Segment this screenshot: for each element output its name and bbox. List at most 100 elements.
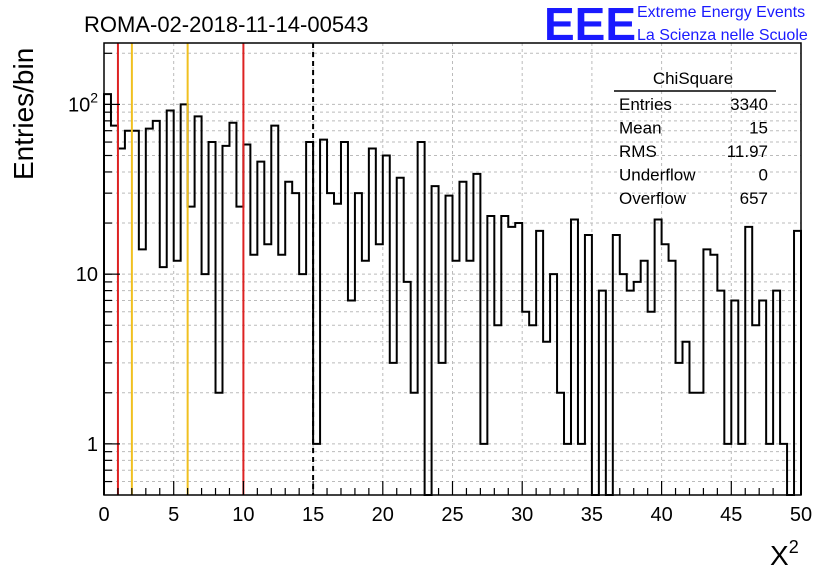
histogram-bin [292,193,299,495]
histogram-bin [195,116,202,495]
histogram-bin [306,142,313,495]
histogram-bin [439,363,446,495]
histogram-bin [348,300,355,495]
logo-line2: La Scienza nelle Scuole [637,27,808,44]
x-axis-title-sup: 2 [789,537,799,557]
x-tick-label: 45 [720,504,742,526]
y-tick-label: 1 [87,434,98,456]
stats-label: RMS [619,142,657,161]
histogram-bin [222,146,229,495]
x-tick-label: 5 [168,504,179,526]
histogram-bin [202,274,209,495]
x-tick-label: 30 [511,504,533,526]
histogram-bin [271,126,278,495]
histogram-bin [285,182,292,495]
reference-lines [116,43,315,495]
histogram-bin [111,126,118,495]
histogram-bin [508,227,515,495]
stats-label: Overflow [619,189,687,208]
histogram-bin [369,148,376,495]
histogram-bin [446,196,453,495]
histogram-bin [132,131,139,495]
histogram-bin [257,162,264,495]
logo-line1: Extreme Energy Events [637,4,805,21]
histogram-bin [404,282,411,495]
histogram-bin [355,193,362,495]
histogram-bin [752,325,759,495]
histogram-bin [634,282,641,495]
histogram-bin [473,174,480,495]
x-tick-label: 20 [372,504,394,526]
histogram-bin [543,342,550,495]
histogram-bin [139,249,146,495]
grid [104,43,801,495]
x-axis-title-main: X [770,540,789,571]
histogram-bin [341,142,348,495]
histogram-bin [529,325,536,495]
histogram-bin [432,186,439,495]
eee-logo: EEE Extreme Energy Events La Scienza nel… [544,0,808,50]
histogram-bin [501,216,508,495]
x-tick-label: 35 [581,504,603,526]
histogram-bin [104,94,111,495]
x-axis-title: X2 [770,537,799,571]
stats-box: ChiSquare Entries 3340 Mean 15 RMS 11.97 Under… [614,69,776,208]
histogram-bin [118,148,125,495]
histogram-bin [571,219,578,495]
x-tick-label: 0 [98,504,109,526]
histogram-bin [125,131,132,495]
y-axis-title: Entries/bin [8,48,39,180]
stats-title: ChiSquare [653,69,733,88]
x-axis: 0 5 10 15 20 25 30 35 40 45 50 [98,481,812,526]
histogram-bin [655,219,662,495]
stats-label: Entries [619,95,672,114]
histogram-bin [703,249,710,495]
y-tick-label: 10 [76,264,98,286]
stats-label: Underflow [619,166,696,185]
x-tick-label: 15 [302,504,324,526]
histogram-bin [327,193,334,495]
logo-mark: EEE [544,0,636,50]
stats-value: 3340 [730,95,768,114]
histogram-bin [487,216,494,495]
histogram-bin [153,121,160,495]
histogram-bin [620,274,627,495]
x-tick-label: 40 [650,504,672,526]
histogram-bin [683,342,690,495]
histogram-bin [759,300,766,495]
histogram-bin [459,182,466,495]
x-tick-label: 50 [790,504,812,526]
stats-value: 15 [749,119,768,138]
histogram-bin [181,104,188,495]
histogram-bin [522,312,529,495]
histogram-bin [390,363,397,495]
histogram-bin [550,274,557,495]
y-tick-label-base: 10 [68,94,90,116]
stats-value: 657 [740,189,768,208]
chart-title: ROMA-02-2018-11-14-00543 [84,12,369,37]
histogram-bin [167,111,174,495]
stats-label: Mean [619,119,662,138]
histogram-bin [731,300,738,495]
x-tick-label: 25 [441,504,463,526]
histogram-bin [229,123,236,495]
histogram-outline [103,93,802,496]
y-tick-label: 102 [68,89,98,116]
histogram-bin [243,145,250,495]
histogram-bin [397,178,404,495]
stats-rows: Entries 3340 Mean 15 RMS 11.97 Underflow 0 Overf… [619,95,768,208]
stats-value: 11.97 [727,142,768,161]
histogram-bin [676,363,683,495]
histogram-bin [515,223,522,495]
histogram-bin [418,142,425,495]
x-tick-label: 10 [232,504,254,526]
stats-value: 0 [759,166,768,185]
histogram-bin [299,274,306,495]
histogram-bin [745,227,752,495]
histogram-bin [209,142,216,495]
histogram-bin [494,325,501,495]
y-tick-label-exp: 2 [90,89,98,105]
histogram-bin [648,312,655,495]
